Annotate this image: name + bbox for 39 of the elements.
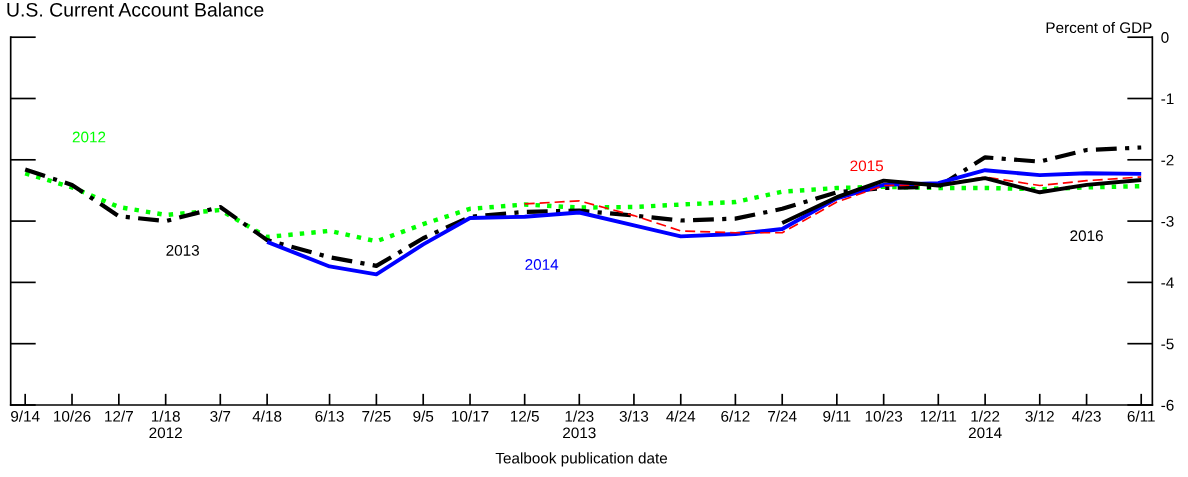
y-tick-label: -6	[1161, 399, 1174, 411]
x-tick-label: 4/23	[1072, 410, 1101, 422]
x-tick-label: 3/13	[619, 410, 649, 422]
x-tick-label: 12/7	[105, 410, 133, 422]
x-tick-label: 7/24	[768, 410, 797, 422]
y-tick-label: 0	[1161, 32, 1169, 43]
x-tick-label: 3/12	[1025, 410, 1054, 422]
series-label: 2013	[166, 245, 199, 256]
y-tick-label: -3	[1161, 215, 1174, 227]
line-series	[23, 145, 1144, 268]
x-tick-label: 9/5	[413, 410, 434, 422]
text: 2016	[1070, 230, 1103, 242]
x-tick-label: 1/23 2013	[563, 410, 596, 439]
x-tick-label: 3/7	[210, 410, 231, 422]
x-tick-label: 12/11	[920, 410, 957, 422]
y-tick-label: -5	[1161, 338, 1174, 350]
x-tick-label: 9/14	[11, 410, 40, 422]
y-tick-label: -2	[1161, 154, 1174, 166]
x-tick-label: 10/26	[54, 410, 91, 422]
x-tick-label: 6/12	[721, 410, 750, 422]
y-tick-label: -1	[1161, 93, 1174, 105]
chart-title: U.S. Current Account Balance	[7, 2, 264, 17]
x-tick-label: 10/23	[865, 410, 903, 422]
x-tick-label: 1/22 2014	[968, 410, 1002, 439]
x-tick-label: 4/24	[666, 410, 696, 422]
series-label: 2015	[850, 160, 884, 172]
x-tick-label: 12/5	[510, 410, 539, 422]
text: 2012	[72, 131, 106, 143]
x-tick-label: 10/17	[452, 410, 489, 422]
text: 2014	[525, 259, 559, 270]
y-axis-title: Percent of GDP	[1046, 21, 1152, 34]
x-tick-label: 6/13	[315, 410, 344, 422]
x-tick-label: 6/11	[1127, 410, 1155, 422]
y-tick-label: -4	[1161, 277, 1174, 288]
x-axis-title: Tealbook publication date	[495, 452, 668, 467]
x-tick-label: 9/11	[823, 410, 851, 422]
x-tick-label: 1/18 2012	[149, 410, 182, 439]
x-tick-label: 7/25	[362, 410, 391, 422]
x-tick-label: 4/18	[252, 410, 282, 422]
